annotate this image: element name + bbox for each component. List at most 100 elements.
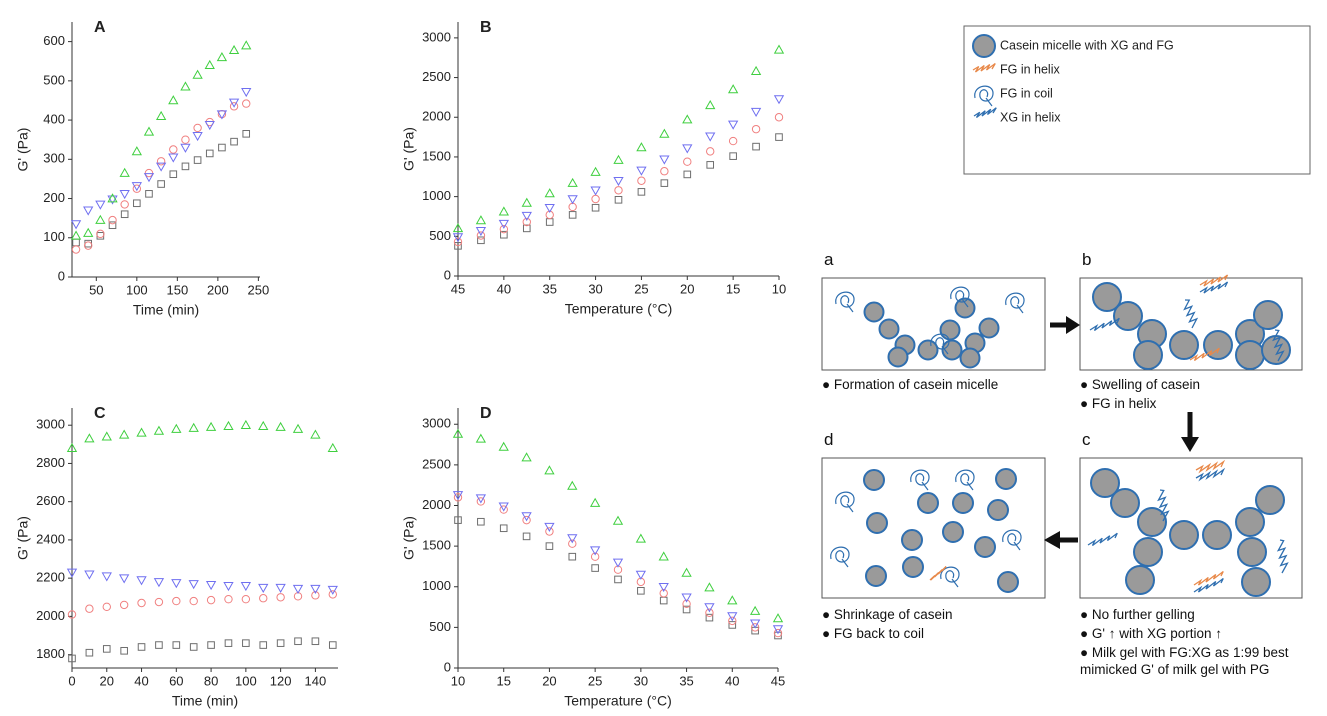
point [682,605,691,614]
point [683,157,692,166]
x-tick-label: 15 [726,281,740,296]
y-tick-label: 2400 [36,531,65,546]
point [145,190,153,198]
y-tick-label: 0 [444,659,451,674]
helix [1199,274,1229,287]
point [258,420,269,430]
point [659,128,670,138]
legend-entry: Casein micelle with XG and FG [1000,38,1174,52]
point [591,203,600,212]
legend-entry: FG in coil [1000,86,1053,100]
point [133,199,141,208]
fg-coil [930,333,950,355]
y-tick-label: 300 [43,151,65,166]
point [137,643,146,651]
point [590,186,601,196]
point [773,628,783,638]
panel-label: d [824,430,834,449]
point [772,625,784,635]
point [230,137,238,146]
point [95,214,106,224]
y-tick-label: 2600 [36,493,65,508]
point [259,594,268,603]
point [499,524,508,533]
point [108,221,117,230]
helix [1157,489,1170,522]
point [729,152,737,160]
casein-micelle [942,521,964,543]
panel-note: FG in helix [1080,395,1325,412]
y-tick-label: 1000 [422,578,451,593]
x-axis-label: Time (min) [133,302,199,318]
point [682,144,693,154]
fg-coil [1002,529,1022,551]
x-axis-label: Time (min) [172,693,238,709]
point [613,154,624,164]
x-tick-label: 0 [68,673,75,688]
point [454,242,462,250]
x-tick-label: 150 [166,282,188,297]
point [240,581,252,592]
casein-micelle [972,34,996,58]
point [172,596,181,606]
point [71,245,81,254]
point [749,605,761,615]
point [568,539,577,548]
point [660,167,669,176]
panel-note: Swelling of casein [1080,376,1325,393]
y-tick-label: 200 [43,190,65,205]
point [453,237,463,247]
casein-micelle [978,317,1000,339]
helix [1193,577,1224,593]
point [218,143,226,152]
point [168,95,179,105]
x-tick-label: 40 [497,281,511,296]
point [522,532,531,541]
point [157,180,165,188]
fg-coil [1005,292,1025,314]
panel-note: Shrinkage of casein [822,606,1067,623]
point [706,161,715,169]
x-tick-label: 50 [89,282,103,297]
helix [1189,347,1220,362]
point [567,177,578,187]
point [84,433,95,443]
point [143,126,155,136]
point [181,135,190,144]
helix [972,62,996,73]
helix [1183,299,1199,329]
point [773,95,785,105]
panel-title: C [94,405,106,422]
point [189,643,198,651]
x-tick-label: 250 [248,282,270,297]
point [475,494,487,504]
point [258,583,269,594]
point [241,88,252,98]
point [131,182,142,192]
point [204,120,215,131]
point [229,102,239,111]
point [728,621,737,629]
y-tick-label: 2500 [422,456,451,471]
point [119,600,129,610]
point [192,69,203,79]
point [171,423,182,433]
casein-micelle [917,339,939,361]
point [101,431,112,441]
point [705,100,716,110]
casein-micelle [1255,485,1285,515]
x-axis-label: Temperature (°C) [564,693,672,709]
x-tick-label: 10 [451,673,465,688]
point [567,534,578,544]
x-tick-label: 140 [305,673,327,688]
point [659,596,668,605]
fg-coil [910,469,930,491]
helix [1195,467,1226,482]
x-tick-label: 100 [126,282,148,297]
point [659,155,670,165]
x-tick-label: 200 [207,282,229,297]
panel-box [1079,457,1303,599]
point [498,441,509,451]
point [544,465,555,475]
point [589,497,601,507]
